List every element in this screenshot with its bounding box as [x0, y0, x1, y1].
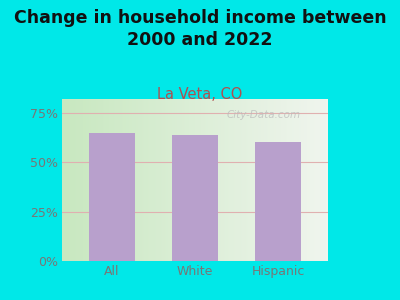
Bar [172, 135, 218, 261]
Text: City-Data.com: City-Data.com [227, 110, 301, 120]
Text: La Veta, CO: La Veta, CO [157, 87, 243, 102]
Bar [89, 133, 135, 261]
Bar [255, 142, 301, 261]
Text: Change in household income between
2000 and 2022: Change in household income between 2000 … [14, 9, 386, 49]
